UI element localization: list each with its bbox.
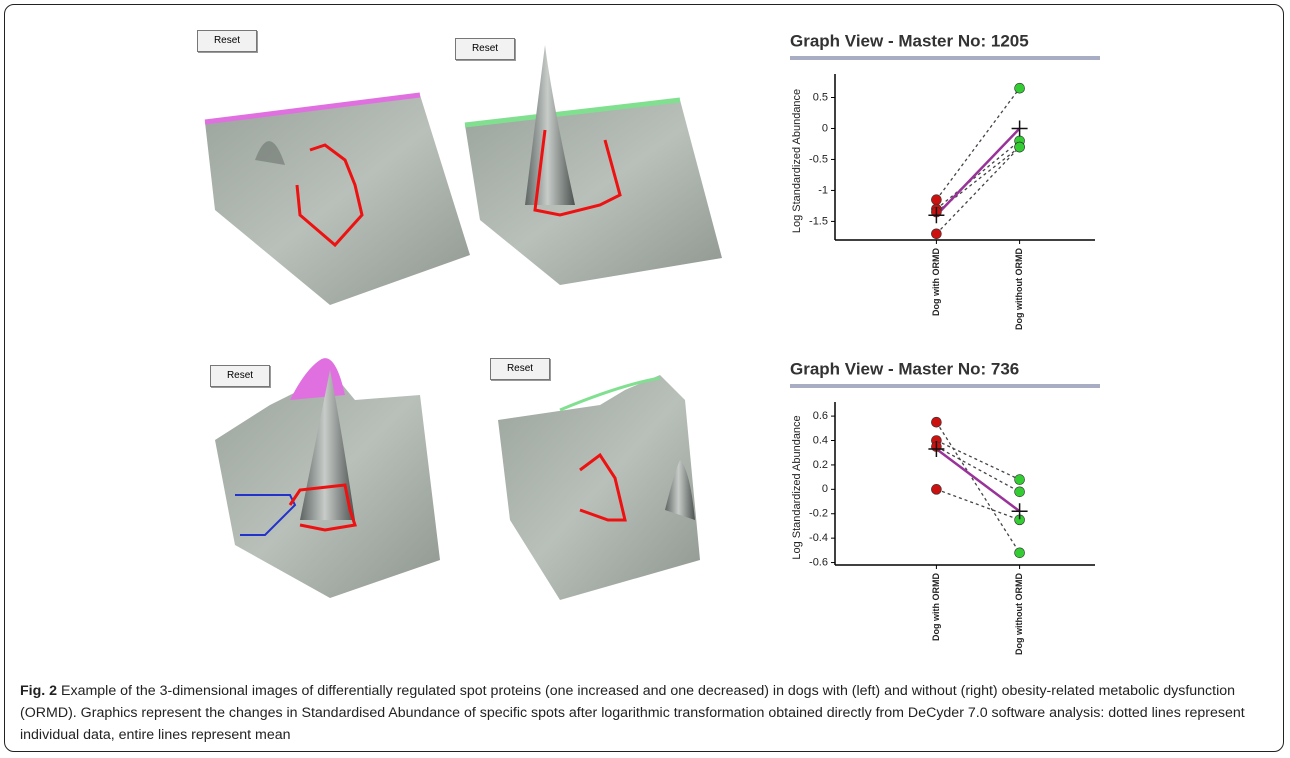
chart-title: Graph View - Master No: 1205 (790, 31, 1029, 50)
reset-button[interactable]: Reset (210, 365, 270, 387)
data-point (931, 195, 941, 205)
caption: Fig. 2 Example of the 3-dimensional imag… (20, 680, 1270, 746)
individual-line (936, 141, 1019, 209)
x-tick-label: Dog without ORMD (1014, 248, 1024, 330)
data-point (1015, 548, 1025, 558)
individual-line (936, 441, 1019, 480)
y-tick-label: -1 (818, 184, 828, 196)
y-tick-label: -0.6 (809, 556, 828, 568)
individual-line (936, 422, 1019, 553)
surface-3d (498, 375, 700, 600)
x-tick-label: Dog without ORMD (1014, 573, 1024, 655)
surface-3d (215, 358, 440, 598)
reset-button[interactable]: Reset (197, 30, 257, 52)
data-point (931, 484, 941, 494)
x-tick-label: Dog with ORMD (931, 248, 941, 316)
y-tick-label: 0 (822, 122, 828, 134)
x-tick-label: Dog with ORMD (931, 573, 941, 641)
y-tick-label: -1.5 (809, 215, 828, 227)
individual-line (936, 447, 1019, 492)
mean-line (936, 449, 1019, 511)
data-point (1015, 487, 1025, 497)
y-tick-label: -0.2 (809, 508, 828, 520)
data-point (1015, 83, 1025, 93)
individual-line (936, 147, 1019, 234)
data-point (1015, 475, 1025, 485)
y-axis-label: Log Standardized Abundance (791, 89, 803, 233)
caption-text: Example of the 3-dimensional images of d… (20, 683, 1245, 743)
y-tick-label: 0 (822, 483, 828, 495)
title-bar (790, 56, 1100, 60)
y-tick-label: 0.5 (813, 91, 828, 103)
chart-title: Graph View - Master No: 736 (790, 359, 1019, 378)
y-tick-label: -0.4 (809, 532, 828, 544)
reset-button[interactable]: Reset (455, 38, 515, 60)
data-point (1015, 142, 1025, 152)
caption-label: Fig. 2 (20, 683, 57, 699)
page: {"reset_buttons": ["Reset", "Reset", "Re… (0, 0, 1290, 758)
surface-3d (205, 95, 470, 305)
y-tick-label: 0.2 (813, 459, 828, 471)
figure: Graph View - Master No: 1205 Log Standard… (0, 0, 1290, 758)
mean-line (936, 128, 1019, 215)
reset-button[interactable]: Reset (490, 358, 550, 380)
individual-line (936, 88, 1019, 200)
y-axis-label: Log Standardized Abundance (791, 415, 803, 559)
surface-3d (465, 45, 722, 285)
y-tick-label: 0.6 (813, 410, 828, 422)
y-tick-label: -0.5 (809, 153, 828, 165)
individual-line (936, 489, 1019, 520)
data-point (931, 229, 941, 239)
data-point (931, 417, 941, 427)
title-bar (790, 384, 1100, 388)
y-tick-label: 0.4 (813, 434, 828, 446)
